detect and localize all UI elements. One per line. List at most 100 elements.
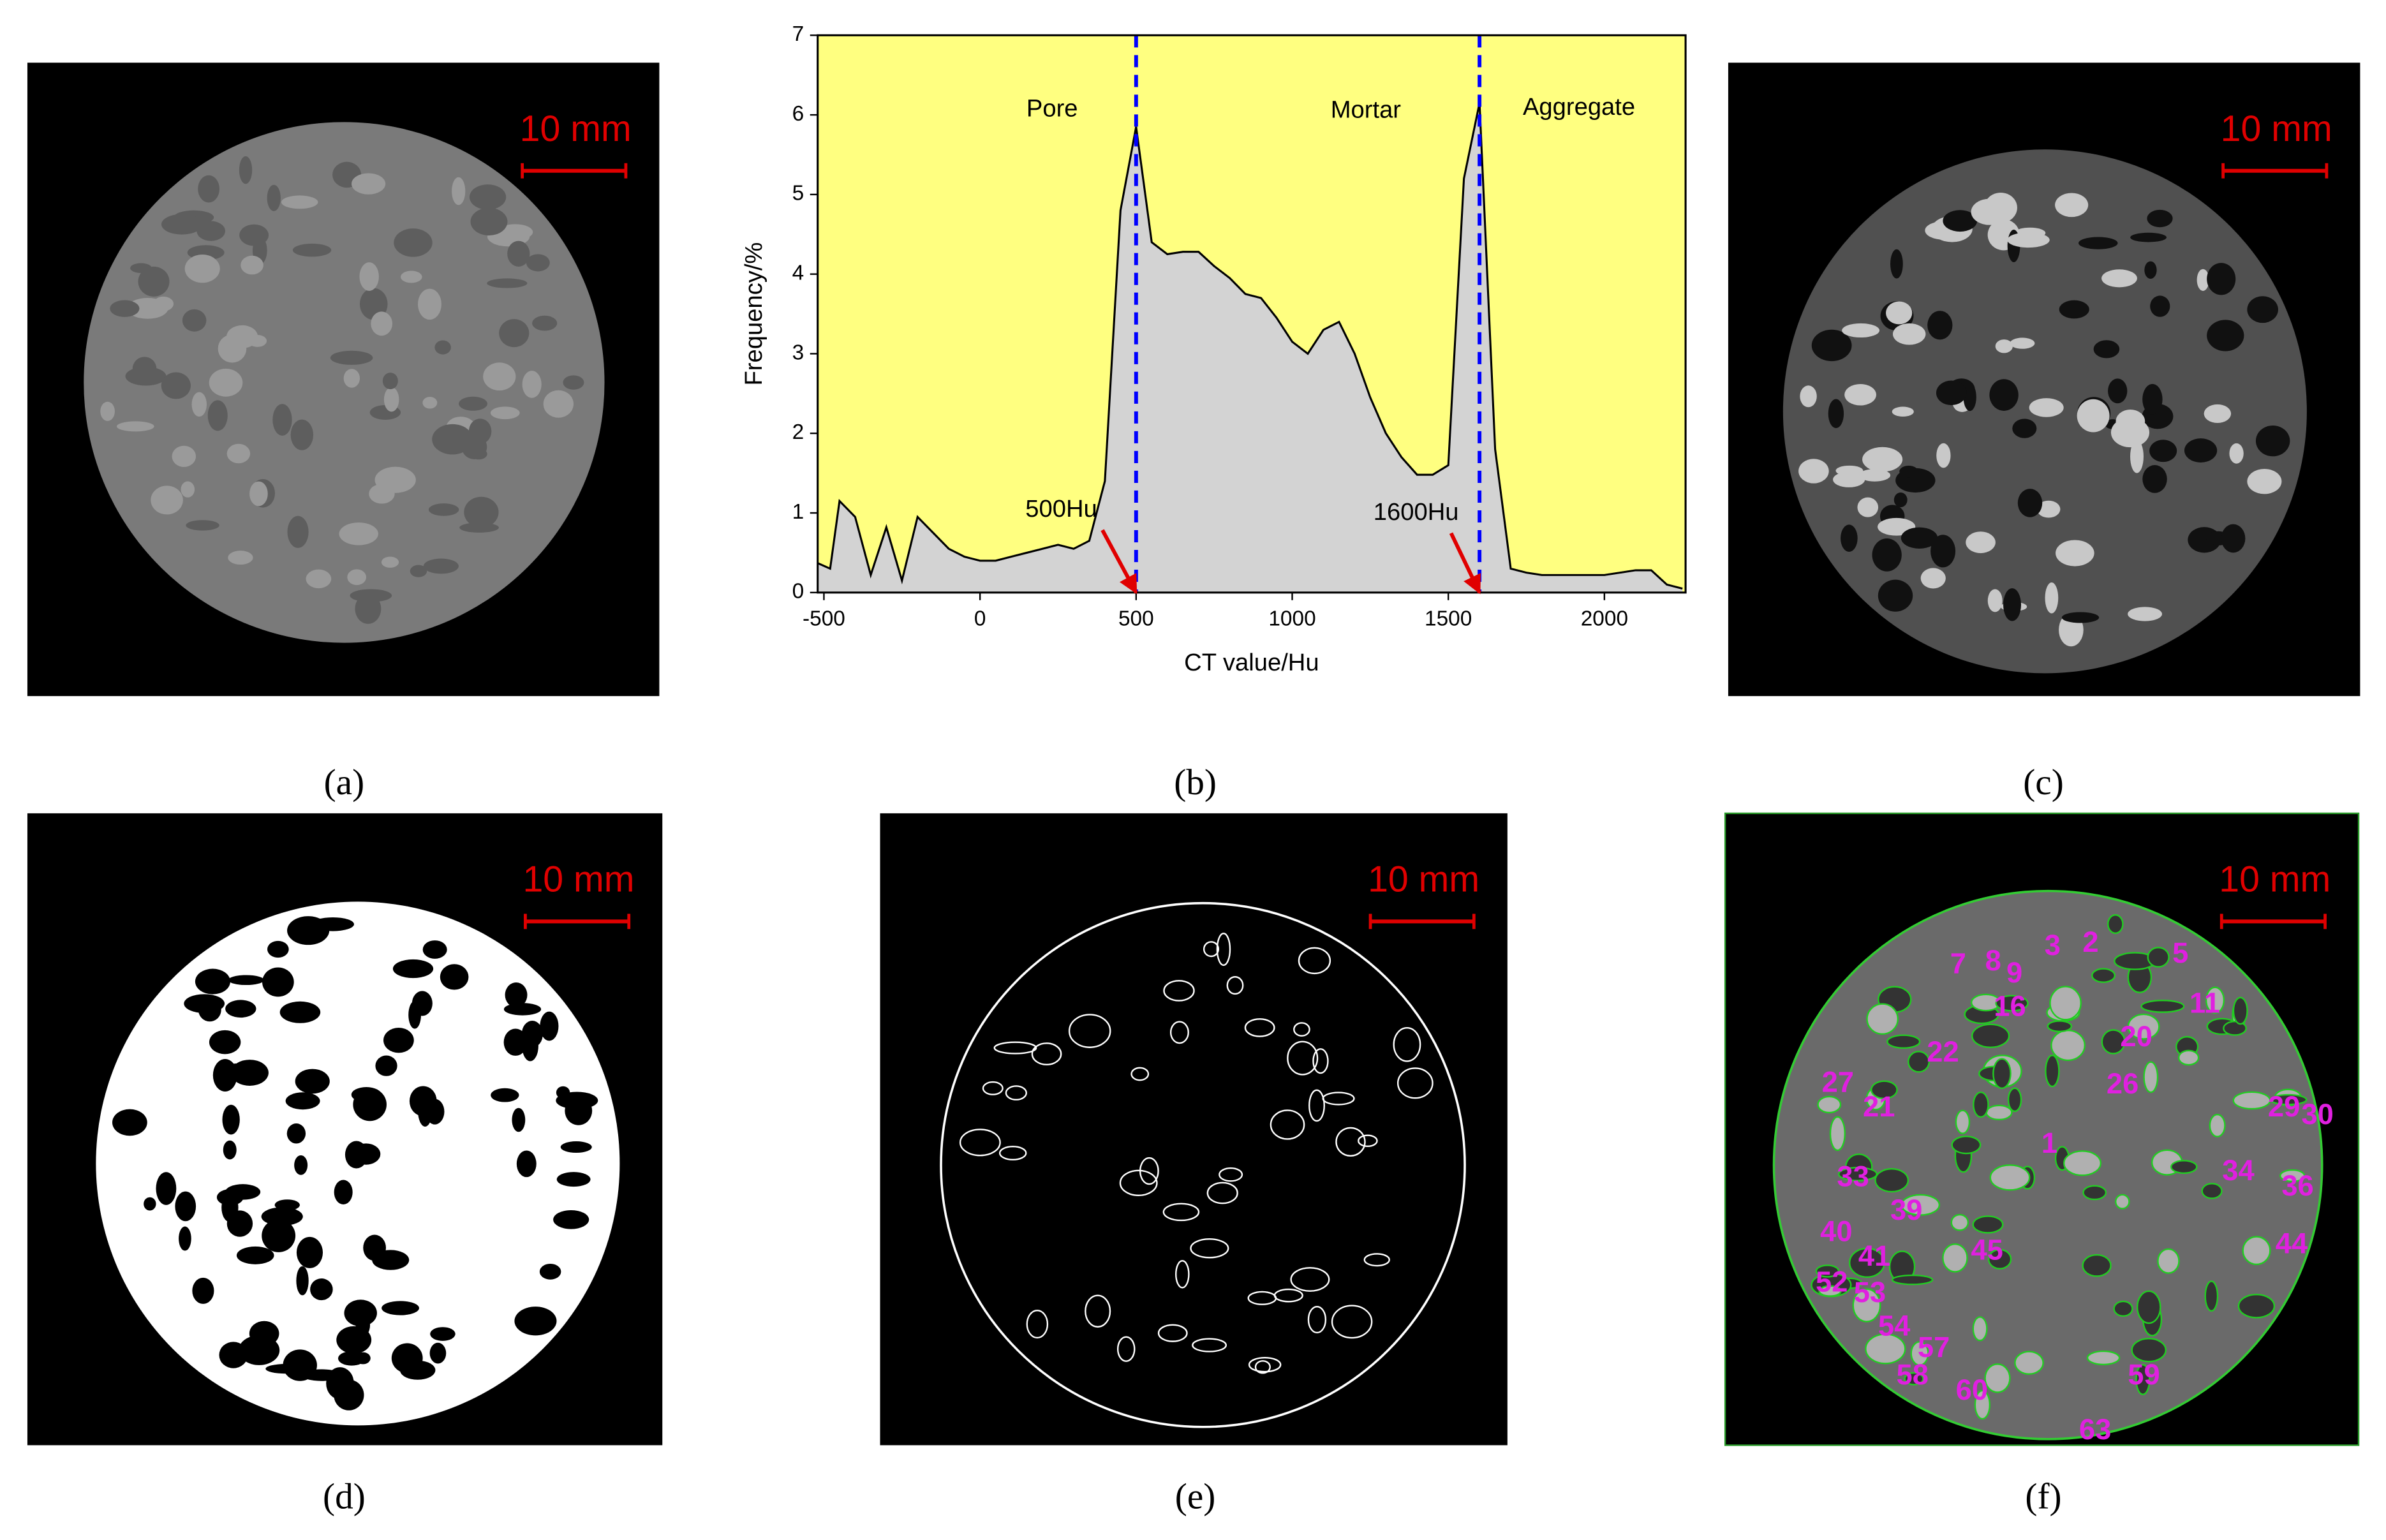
texture (1219, 1167, 1243, 1182)
texture (209, 1030, 241, 1055)
texture (469, 184, 507, 210)
grain-label: 33 (1837, 1160, 1869, 1193)
grain-label: 54 (1878, 1310, 1910, 1342)
texture (2201, 1183, 2223, 1199)
texture (2131, 1338, 2167, 1363)
texture (1901, 527, 1938, 549)
texture (281, 195, 318, 209)
texture (334, 1180, 353, 1205)
texture (196, 221, 226, 241)
texture (2147, 947, 2170, 968)
annotation-arrow (1449, 532, 1481, 595)
texture (2101, 269, 2137, 288)
texture (993, 1041, 1037, 1055)
texture (1190, 1238, 1229, 1259)
texture (262, 1219, 296, 1252)
texture (1308, 1089, 1325, 1122)
x-tick-label: 500 (1118, 607, 1154, 631)
texture (2059, 300, 2089, 319)
texture (2157, 1248, 2180, 1274)
texture (410, 565, 427, 577)
texture (1892, 323, 1926, 345)
grain-label: 57 (1918, 1331, 1950, 1363)
texture (1974, 1389, 1991, 1420)
texture (1157, 1324, 1188, 1342)
texture (998, 1146, 1027, 1161)
texture (2061, 612, 2100, 623)
texture (422, 940, 447, 959)
texture (1874, 1168, 1909, 1193)
texture (1936, 380, 1967, 406)
texture (347, 569, 367, 586)
texture (2207, 320, 2244, 352)
texture (241, 255, 263, 275)
texture (461, 434, 487, 459)
texture (375, 1055, 397, 1076)
texture (1203, 941, 1220, 958)
texture (2101, 1029, 2126, 1055)
texture (539, 1263, 561, 1280)
texture (1943, 210, 1978, 232)
texture (1363, 1253, 1390, 1267)
grain-label: 58 (1897, 1358, 1929, 1391)
texture (2237, 1293, 2276, 1319)
x-axis-label: CT value/Hu (1184, 649, 1319, 676)
texture (418, 288, 441, 320)
texture (2093, 340, 2120, 359)
texture (2036, 500, 2061, 518)
texture (2014, 1351, 2044, 1375)
texture (2082, 1185, 2107, 1201)
texture (1829, 1116, 1846, 1151)
texture (434, 340, 451, 355)
texture (1331, 1305, 1373, 1339)
texture (359, 262, 379, 291)
texture (1248, 1356, 1282, 1373)
texture (1972, 1316, 1988, 1342)
x-tick-label: 1000 (1268, 607, 1315, 631)
texture (1908, 1051, 1930, 1073)
texture (351, 173, 386, 195)
texture (2127, 1013, 2160, 1040)
texture (382, 1301, 419, 1315)
texture (130, 263, 152, 273)
grain-label: 5 (2172, 937, 2188, 969)
scale-bar-label: 10 mm (2219, 859, 2330, 900)
texture (2047, 1020, 2073, 1033)
texture (1995, 995, 2029, 1012)
texture (283, 1349, 317, 1381)
panel-label: (e) (1175, 1476, 1216, 1516)
texture (192, 1277, 214, 1304)
texture (230, 1060, 269, 1086)
y-tick-label: 3 (792, 341, 804, 364)
texture (272, 404, 292, 436)
texture (1298, 947, 1331, 975)
texture (2128, 607, 2163, 621)
grain-label: 1 (2041, 1127, 2057, 1159)
texture (556, 1172, 591, 1187)
texture (249, 1321, 279, 1347)
texture (1130, 1067, 1150, 1081)
texture (1322, 1092, 1355, 1106)
texture (1973, 1091, 1989, 1118)
texture (138, 266, 170, 297)
texture (392, 959, 434, 979)
texture (430, 1327, 456, 1341)
y-tick-label: 0 (792, 580, 804, 603)
texture (540, 1011, 559, 1041)
texture (2007, 232, 2050, 248)
x-tick-label: 2000 (1581, 607, 1628, 631)
texture (219, 1342, 248, 1368)
line (817, 103, 1683, 590)
texture (223, 1140, 237, 1160)
texture (1287, 1040, 1319, 1076)
panel-label: (d) (323, 1476, 366, 1516)
texture (565, 1096, 593, 1125)
texture (2012, 418, 2037, 438)
texture (423, 558, 459, 574)
texture (1995, 339, 2013, 353)
image-panel: 10 mm (1728, 63, 2360, 697)
y-axis-label: Frequency/% (740, 242, 767, 386)
texture (2247, 468, 2282, 494)
texture (337, 1351, 366, 1366)
